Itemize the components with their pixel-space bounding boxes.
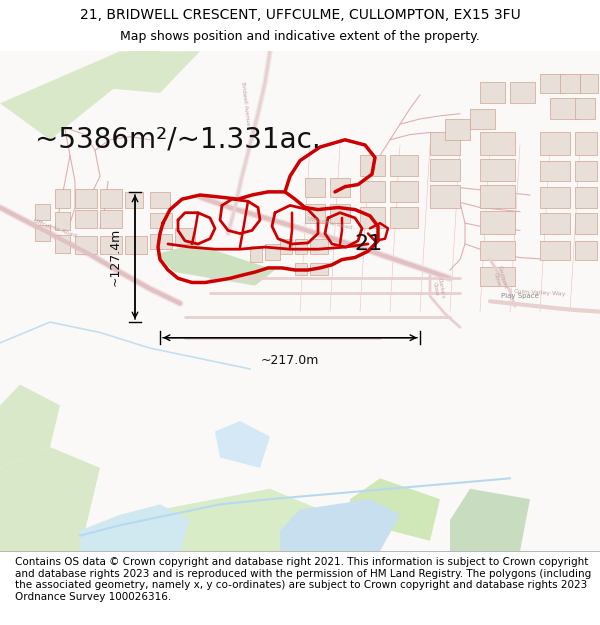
Bar bbox=[150, 192, 170, 208]
Bar bbox=[575, 241, 597, 259]
Bar bbox=[305, 204, 325, 223]
Text: ~127.4m: ~127.4m bbox=[109, 228, 121, 286]
Bar bbox=[540, 187, 570, 208]
Bar bbox=[575, 132, 597, 156]
Bar bbox=[430, 159, 460, 181]
Polygon shape bbox=[100, 51, 200, 93]
Polygon shape bbox=[0, 447, 100, 551]
Bar bbox=[330, 204, 350, 223]
Bar bbox=[390, 208, 418, 228]
Bar bbox=[55, 234, 70, 253]
Bar bbox=[550, 98, 578, 119]
Text: Culm·Valley·Way: Culm·Valley·Way bbox=[514, 289, 566, 297]
Bar bbox=[35, 225, 50, 241]
Polygon shape bbox=[450, 489, 530, 551]
Bar bbox=[55, 189, 70, 208]
Bar bbox=[125, 236, 147, 254]
Polygon shape bbox=[350, 478, 440, 541]
Bar bbox=[390, 156, 418, 176]
Text: 21: 21 bbox=[354, 234, 382, 254]
Bar bbox=[480, 241, 515, 259]
Bar bbox=[560, 74, 580, 93]
Bar bbox=[540, 213, 570, 234]
Bar bbox=[75, 189, 97, 208]
Bar bbox=[310, 239, 328, 254]
Bar bbox=[250, 246, 262, 262]
Bar bbox=[150, 234, 172, 249]
Bar bbox=[480, 211, 515, 234]
Bar bbox=[390, 181, 418, 203]
Bar bbox=[100, 189, 122, 208]
Text: Play Space: Play Space bbox=[501, 293, 539, 299]
Bar bbox=[430, 132, 460, 156]
Bar bbox=[330, 178, 350, 197]
Text: Uffculme Road: Uffculme Road bbox=[32, 218, 77, 239]
Bar bbox=[360, 208, 385, 228]
Bar bbox=[540, 241, 570, 259]
Bar bbox=[150, 213, 172, 228]
Bar bbox=[100, 209, 122, 228]
Bar bbox=[35, 204, 50, 220]
Bar bbox=[540, 161, 570, 181]
Bar bbox=[510, 82, 535, 103]
Bar bbox=[480, 132, 515, 156]
Bar bbox=[360, 181, 385, 203]
Text: ~5386m²/~1.331ac.: ~5386m²/~1.331ac. bbox=[35, 126, 321, 154]
Bar bbox=[75, 209, 97, 228]
Polygon shape bbox=[155, 489, 320, 551]
Bar bbox=[75, 236, 97, 254]
Bar bbox=[480, 159, 515, 181]
Polygon shape bbox=[280, 499, 400, 551]
Bar bbox=[125, 192, 143, 208]
Bar bbox=[480, 267, 515, 286]
Text: Uffculme Road: Uffculme Road bbox=[307, 216, 353, 231]
Polygon shape bbox=[0, 51, 160, 140]
Bar bbox=[175, 228, 195, 244]
Text: 21, BRIDWELL CRESCENT, UFFCULME, CULLOMPTON, EX15 3FU: 21, BRIDWELL CRESCENT, UFFCULME, CULLOMP… bbox=[80, 8, 520, 22]
Text: Clarke's
Close: Clarke's Close bbox=[431, 278, 445, 300]
Bar bbox=[265, 244, 280, 259]
Polygon shape bbox=[155, 244, 275, 286]
Polygon shape bbox=[0, 384, 60, 468]
Text: Contains OS data © Crown copyright and database right 2021. This information is : Contains OS data © Crown copyright and d… bbox=[15, 557, 591, 602]
Text: Bridwell Avenue: Bridwell Avenue bbox=[240, 81, 250, 126]
Bar bbox=[295, 262, 307, 275]
Bar bbox=[445, 119, 470, 140]
Text: ~217.0m: ~217.0m bbox=[261, 354, 319, 367]
Bar bbox=[575, 161, 597, 181]
Bar bbox=[280, 239, 292, 254]
Bar bbox=[480, 184, 515, 208]
Bar bbox=[55, 212, 70, 231]
Bar bbox=[295, 239, 307, 254]
Text: Caumont
Close: Caumont Close bbox=[491, 265, 508, 291]
Text: Map shows position and indicative extent of the property.: Map shows position and indicative extent… bbox=[120, 31, 480, 43]
Bar bbox=[360, 156, 385, 176]
Bar bbox=[100, 236, 122, 254]
Polygon shape bbox=[80, 504, 190, 551]
Bar bbox=[430, 184, 460, 208]
Bar bbox=[310, 262, 328, 275]
Bar bbox=[575, 187, 597, 208]
Bar bbox=[575, 213, 597, 234]
Bar bbox=[480, 82, 505, 103]
Bar bbox=[470, 109, 495, 129]
Bar bbox=[305, 178, 325, 197]
Polygon shape bbox=[215, 421, 270, 468]
Bar bbox=[575, 98, 595, 119]
Bar bbox=[580, 74, 598, 93]
Bar bbox=[540, 132, 570, 156]
Bar bbox=[540, 74, 565, 93]
